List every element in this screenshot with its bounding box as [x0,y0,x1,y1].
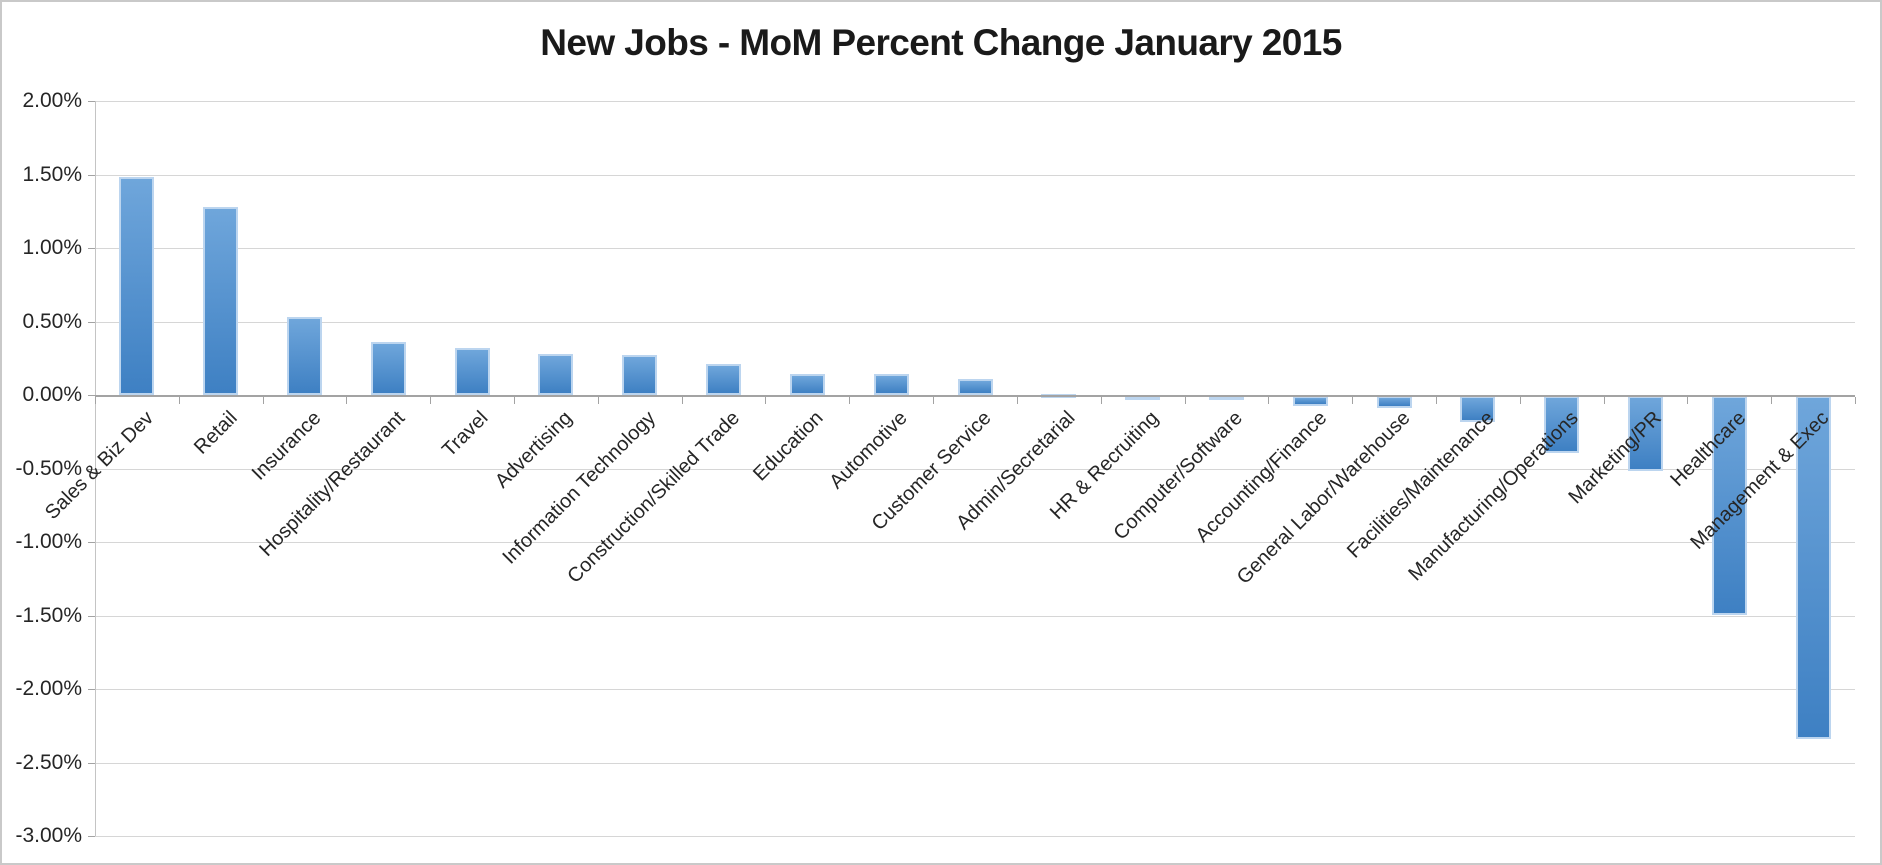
y-axis-tick [88,469,95,470]
bar-general-labor-warehouse[interactable] [1377,396,1412,408]
x-axis-label: Information Technology [498,407,661,569]
bar-marketing-pr[interactable] [1628,396,1663,471]
y-axis-line [95,101,96,836]
y-axis-label: 1.50% [22,163,82,186]
x-axis-tick [1855,397,1856,404]
x-axis-tick [682,397,683,404]
gridline [95,689,1855,690]
x-axis-tick [1268,397,1269,404]
x-axis-tick [1687,397,1688,404]
bar-information-technology[interactable] [622,355,657,395]
x-axis-label: Education [749,407,828,486]
y-axis-tick [88,322,95,323]
x-axis-tick [933,397,934,404]
bar-healthcare[interactable] [1712,396,1747,615]
y-axis-tick [88,248,95,249]
x-axis-label: Retail [189,407,242,459]
gridline [95,763,1855,764]
bar-management-exec[interactable] [1796,396,1831,739]
bar-hr-recruiting[interactable] [1125,396,1160,400]
bar-accounting-finance[interactable] [1293,396,1328,406]
bar-advertising[interactable] [538,354,573,395]
bar-retail[interactable] [203,207,238,395]
x-axis-tick [430,397,431,404]
gridline [95,469,1855,470]
x-axis-label: Facilities/Maintenance [1342,407,1499,563]
gridline [95,616,1855,617]
bar-sales-biz-dev[interactable] [119,177,154,395]
y-axis-label: 0.00% [22,383,82,406]
x-axis-tick [514,397,515,404]
x-axis-label: Insurance [247,407,326,485]
bar-construction-skilled-trade[interactable] [706,364,741,395]
x-axis-tick [1436,397,1437,404]
y-axis-tick [88,689,95,690]
x-axis-label: Travel [438,407,493,462]
x-axis-tick [1771,397,1772,404]
x-axis-tick [765,397,766,404]
y-axis-tick [88,101,95,102]
y-axis-label: -2.50% [15,751,82,774]
x-axis-label: Hospitality/Restaurant [254,407,409,561]
x-axis-tick [849,397,850,404]
x-axis-label: Manufacturing/Operations [1403,407,1583,586]
x-axis-label: General Labor/Warehouse [1232,407,1415,589]
gridline [95,175,1855,176]
y-axis-label: 0.50% [22,310,82,333]
y-axis-label: -1.00% [15,530,82,553]
bar-insurance[interactable] [287,317,322,395]
y-axis-label: -3.00% [15,824,82,847]
y-axis-label: -0.50% [15,457,82,480]
x-axis-tick [263,397,264,404]
x-axis-tick [1017,397,1018,404]
x-axis-tick [1185,397,1186,404]
x-axis-tick [1352,397,1353,404]
x-axis-label: Automotive [825,407,912,494]
x-axis-tick [598,397,599,404]
y-axis-label: -1.50% [15,604,82,627]
gridline [95,542,1855,543]
bar-computer-software[interactable] [1209,396,1244,400]
x-axis-label: Construction/Skilled Trade [563,407,745,588]
x-axis-label: Advertising [490,407,577,493]
y-axis-tick [88,836,95,837]
y-axis-tick [88,395,95,396]
gridline [95,101,1855,102]
bar-manufacturing-operations[interactable] [1544,396,1579,453]
y-axis-tick [88,175,95,176]
x-axis-tick [1101,397,1102,404]
y-axis-label: 2.00% [22,89,82,112]
y-axis-label: -2.00% [15,677,82,700]
bar-facilities-maintenance[interactable] [1460,396,1495,422]
bar-customer-service[interactable] [958,379,993,395]
gridline [95,322,1855,323]
gridline [95,248,1855,249]
x-axis-tick [346,397,347,404]
bar-automotive[interactable] [874,374,909,395]
x-axis-line [95,395,1855,397]
y-axis-tick [88,616,95,617]
gridline [95,836,1855,837]
y-axis-tick [88,763,95,764]
y-axis-label: 1.00% [22,236,82,259]
bar-hospitality-restaurant[interactable] [371,342,406,395]
chart-title: New Jobs - MoM Percent Change January 20… [540,22,1342,63]
x-axis-tick [179,397,180,404]
y-axis-tick [88,542,95,543]
x-axis-tick [1604,397,1605,404]
x-axis-tick [1520,397,1521,404]
x-axis-tick [95,397,96,404]
bar-travel[interactable] [455,348,490,395]
bar-education[interactable] [790,374,825,395]
